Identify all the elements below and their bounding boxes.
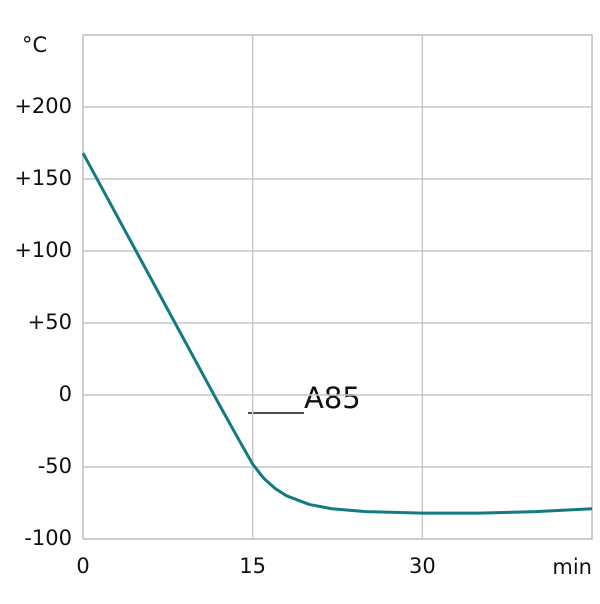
y-tick-label: +50 [28,310,72,334]
data-line [81,152,593,515]
plot-frame [82,34,593,540]
y-tick-label: 0 [59,382,72,406]
x-tick-label: 30 [409,554,436,578]
y-axis-label: °C [22,33,47,57]
y-tick-label: +100 [14,238,72,262]
legend-label: A85 [304,381,361,415]
y-tick-label: +200 [14,94,72,118]
y-tick-label: -100 [24,526,72,550]
x-tick-label: 15 [239,554,266,578]
y-tick-label: +150 [14,166,72,190]
x-axis-label: min [552,555,592,579]
y-tick-label: -50 [38,454,72,478]
x-tick-label: 0 [76,554,89,578]
